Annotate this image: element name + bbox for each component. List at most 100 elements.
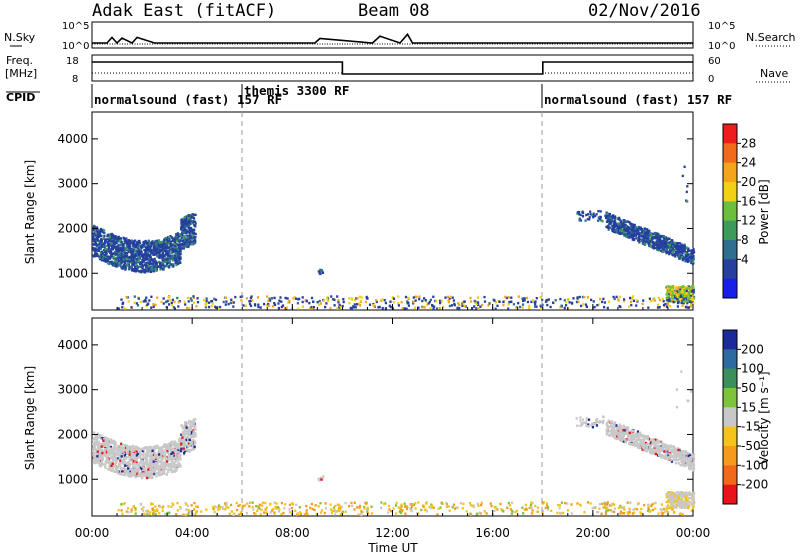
echo-point bbox=[623, 225, 626, 229]
near-range-point bbox=[535, 297, 538, 300]
near-range-point bbox=[305, 300, 308, 303]
near-range-point bbox=[425, 510, 428, 513]
echo-point bbox=[130, 239, 133, 242]
echo-point bbox=[110, 447, 113, 450]
echo-point bbox=[114, 456, 118, 459]
echo-point bbox=[646, 238, 649, 241]
near-range-point bbox=[604, 502, 607, 506]
echo-point bbox=[98, 449, 101, 452]
echo-point bbox=[168, 257, 171, 260]
echo-point bbox=[155, 269, 158, 272]
echo-point bbox=[608, 216, 611, 219]
echo-point bbox=[154, 452, 157, 455]
echo-point bbox=[127, 460, 130, 464]
near-range-point bbox=[386, 511, 390, 514]
near-range-point bbox=[463, 305, 466, 308]
echo-point bbox=[665, 248, 668, 252]
echo-point bbox=[119, 254, 122, 257]
near-range-point bbox=[690, 509, 693, 512]
station-title: Adak East (fitACF) bbox=[92, 1, 276, 21]
echo-point bbox=[606, 224, 610, 228]
echo-point bbox=[151, 470, 154, 473]
echo-point bbox=[623, 227, 626, 230]
echo-point bbox=[146, 465, 149, 468]
echo-point bbox=[168, 465, 171, 468]
echo-point bbox=[148, 454, 151, 458]
echo-point bbox=[152, 472, 155, 476]
near-range-point bbox=[304, 299, 307, 302]
echo-point bbox=[174, 258, 177, 262]
nsky-tick-bottom: 10^0 bbox=[62, 41, 89, 52]
near-range-point bbox=[296, 302, 299, 305]
near-range-point bbox=[291, 502, 294, 505]
echo-point bbox=[96, 453, 99, 457]
strong-echo-point bbox=[680, 285, 683, 289]
echo-point bbox=[112, 261, 116, 264]
near-range-point bbox=[365, 501, 368, 504]
near-range-point bbox=[360, 296, 363, 299]
near-range-point bbox=[363, 507, 366, 510]
echo-point bbox=[143, 461, 146, 464]
echo-point bbox=[168, 454, 171, 457]
near-range-point bbox=[219, 505, 222, 509]
echo-point bbox=[177, 256, 180, 260]
echo-point bbox=[668, 252, 671, 256]
echo-point bbox=[117, 249, 121, 253]
echo-point bbox=[137, 465, 140, 468]
echo-point bbox=[115, 257, 118, 260]
echo-point bbox=[183, 428, 187, 431]
echo-point bbox=[161, 256, 164, 260]
near-range-point bbox=[458, 303, 461, 306]
echo-point bbox=[679, 242, 682, 245]
near-range-point bbox=[232, 305, 235, 308]
near-range-point bbox=[592, 300, 595, 303]
nsky-series-line bbox=[92, 32, 693, 45]
echo-point bbox=[190, 232, 193, 235]
echo-point bbox=[608, 226, 611, 229]
echo-point bbox=[159, 268, 162, 271]
near-range-point bbox=[305, 511, 308, 515]
echo-point bbox=[681, 257, 684, 260]
echo-point bbox=[662, 250, 665, 254]
near-range-point bbox=[127, 300, 130, 303]
echo-point bbox=[183, 238, 186, 241]
near-range-point bbox=[524, 507, 528, 510]
near-range-point bbox=[217, 307, 220, 311]
echo-point bbox=[183, 227, 186, 230]
near-range-point bbox=[422, 505, 425, 508]
echo-point bbox=[113, 463, 116, 466]
near-range-point bbox=[669, 304, 672, 308]
near-range-point bbox=[353, 303, 356, 306]
echo-point bbox=[104, 448, 107, 451]
echo-point bbox=[129, 448, 132, 452]
echo-point bbox=[162, 461, 165, 465]
echo-point bbox=[166, 462, 169, 465]
near-range-point bbox=[212, 508, 215, 511]
near-range-point bbox=[433, 305, 436, 308]
echo-point bbox=[184, 241, 187, 244]
near-range-point bbox=[406, 296, 410, 300]
near-range-point bbox=[170, 301, 173, 304]
echo-point bbox=[120, 450, 123, 453]
strong-echo-point bbox=[678, 287, 682, 291]
near-range-point bbox=[620, 506, 623, 509]
near-range-point bbox=[151, 502, 154, 506]
echo-point bbox=[155, 266, 158, 269]
echo-point bbox=[173, 454, 176, 458]
echo-point bbox=[628, 232, 631, 235]
near-range-point bbox=[623, 300, 626, 303]
echo-point bbox=[140, 253, 144, 256]
echo-point bbox=[152, 464, 155, 467]
echo-point bbox=[103, 259, 107, 263]
echo-point bbox=[157, 472, 160, 476]
near-range-point bbox=[259, 513, 262, 516]
echo-point bbox=[106, 461, 109, 464]
echo-point bbox=[167, 452, 170, 456]
echo-point bbox=[105, 254, 108, 257]
strong-echo-point bbox=[692, 291, 695, 294]
echo-point bbox=[163, 443, 166, 446]
near-range-point bbox=[278, 508, 281, 511]
echo-point bbox=[174, 454, 178, 457]
echo-point bbox=[185, 423, 188, 426]
echo-point bbox=[642, 237, 645, 240]
